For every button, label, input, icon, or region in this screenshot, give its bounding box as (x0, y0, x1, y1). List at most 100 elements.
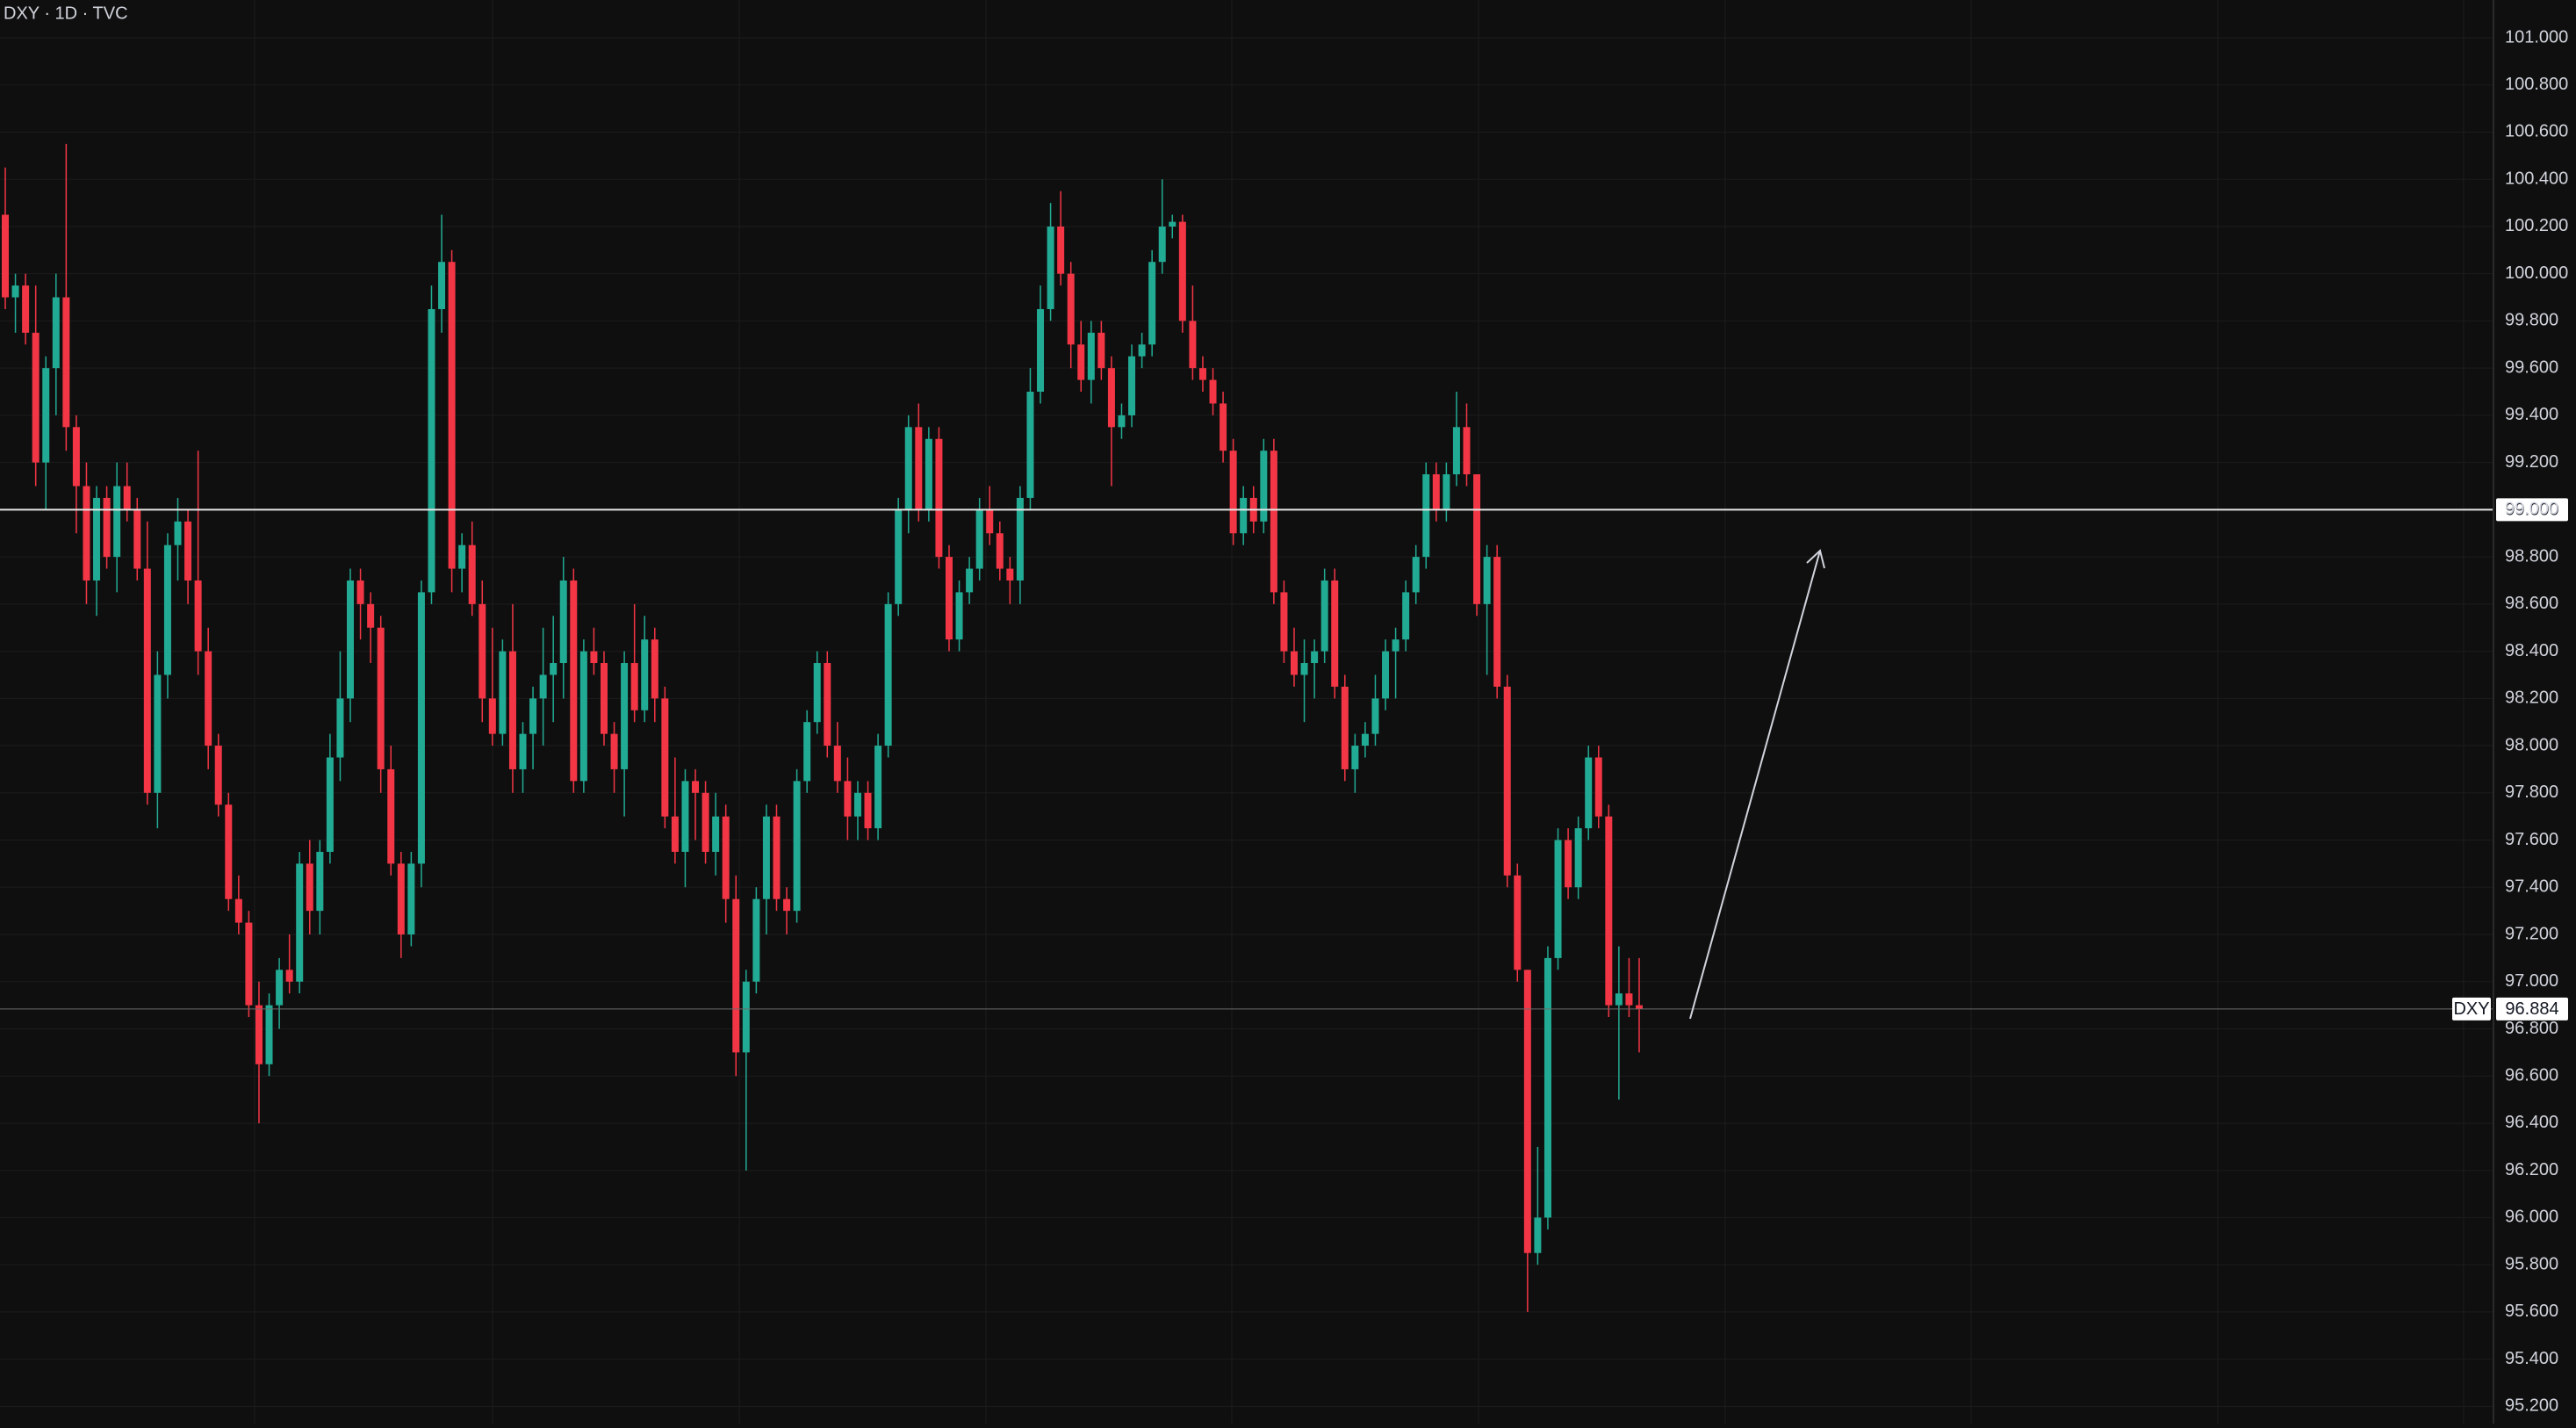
candle-body (1220, 403, 1227, 451)
candle-body (387, 768, 395, 864)
candle-body (570, 580, 578, 782)
y-tick-label: 100.400 (2505, 169, 2568, 188)
candle-body (1270, 451, 1277, 593)
candle-body (1229, 451, 1237, 534)
candle-body (904, 427, 912, 510)
horizontal-line-label: 99.000 (2505, 501, 2558, 520)
candle-body (225, 804, 233, 899)
candle-body (1392, 639, 1400, 652)
candle-body (234, 898, 242, 923)
candle-body (1128, 356, 1136, 415)
candle-body (1543, 957, 1551, 1218)
price-axis: 101.000 100.800 100.600 100.400 100.200 100.0… (2505, 27, 2568, 1415)
candle-body (661, 698, 669, 817)
candle-body (1331, 580, 1339, 687)
y-tick-label: 100.600 (2505, 122, 2568, 141)
candle-body (1361, 733, 1369, 746)
candle-body (681, 781, 689, 852)
y-tick-label: 99.400 (2505, 405, 2558, 424)
y-tick-label: 96.400 (2505, 1113, 2558, 1132)
candle-body (508, 651, 516, 769)
candle-body (306, 863, 313, 912)
candle-body (1412, 557, 1420, 593)
y-tick-label: 95.200 (2505, 1396, 2558, 1416)
candle-body (1077, 344, 1085, 380)
candle-body (1087, 332, 1095, 380)
y-tick-label: 95.600 (2505, 1302, 2558, 1321)
candle-body (1341, 686, 1349, 769)
candle-body (407, 863, 415, 935)
candle-body (377, 627, 385, 769)
candle-body (245, 922, 253, 1006)
candle-body (468, 545, 476, 604)
candle-body (874, 746, 882, 829)
candle-body (1422, 474, 1430, 558)
candle-body (1240, 497, 1248, 534)
y-tick-label: 95.800 (2505, 1254, 2558, 1273)
candle-body (1463, 427, 1471, 475)
candle-body (1189, 321, 1197, 369)
candle-body (11, 285, 19, 298)
candle-body (133, 509, 141, 569)
last-price-label-box (2496, 997, 2568, 1021)
candle-body (895, 509, 903, 604)
candle-body (1554, 840, 1562, 958)
candle-body (22, 285, 30, 333)
candle-body (397, 863, 405, 935)
candle-body (833, 746, 841, 782)
candle-body (773, 816, 781, 899)
y-tick-label: 97.800 (2505, 783, 2558, 802)
candle-body (600, 663, 608, 734)
vertical-grid (254, 0, 2464, 1424)
candle-body (367, 603, 375, 628)
y-tick-label: 99.800 (2505, 311, 2558, 330)
candle-body (417, 592, 425, 864)
candle-body (103, 497, 111, 558)
candle-body (479, 603, 486, 699)
candle-body (1290, 651, 1298, 675)
candle-body (1625, 993, 1633, 1006)
y-tick-label: 98.800 (2505, 546, 2558, 566)
candle-body (1432, 474, 1440, 510)
candle-body (1209, 379, 1217, 404)
candle-body (113, 486, 121, 558)
candle-body (499, 651, 507, 734)
candle-body (1574, 828, 1582, 888)
candle-body (1534, 1217, 1542, 1253)
candle-body (702, 792, 709, 852)
candle-body (692, 781, 700, 793)
candle-body (732, 898, 740, 1053)
candle-body (1016, 497, 1024, 581)
candle-body (1382, 651, 1390, 699)
candle-body (123, 486, 131, 510)
candle-body (1067, 273, 1075, 345)
candle-body (93, 497, 101, 581)
candle-body (955, 592, 963, 640)
candle-body (1280, 592, 1288, 652)
y-tick-label: 97.400 (2505, 877, 2558, 897)
candle-body (1138, 344, 1146, 357)
candle-body (1148, 262, 1156, 345)
candle-body (326, 757, 334, 852)
candle-body (1158, 226, 1166, 263)
candle-body (712, 816, 720, 852)
candle-body (722, 816, 730, 899)
chart-title: DXY · 1D · TVC (4, 4, 128, 23)
arrow-head (1806, 549, 1825, 569)
candle-body (1402, 592, 1410, 640)
candle-body (448, 262, 456, 569)
candle-body (762, 816, 770, 899)
y-tick-label: 100.000 (2505, 263, 2568, 283)
candle-body (986, 509, 994, 534)
candle-body (783, 898, 791, 912)
candle-body (154, 674, 162, 793)
candle-body (864, 792, 872, 829)
last-price-label: 96.884 (2505, 999, 2558, 1019)
candle-body (519, 733, 527, 769)
candle-body (1026, 392, 1034, 498)
candle-body (579, 651, 587, 782)
candle-body (1178, 221, 1186, 321)
candle-body (214, 746, 222, 805)
